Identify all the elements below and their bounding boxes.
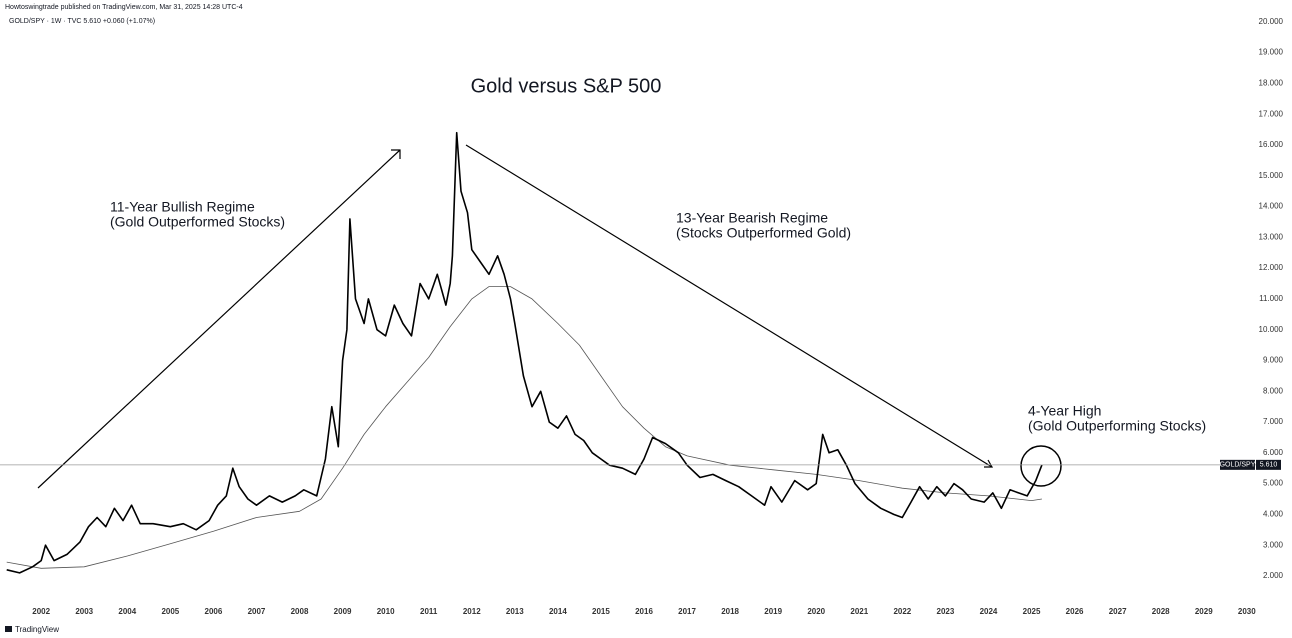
logo bbox=[5, 626, 12, 632]
x-tick-label: 2028 bbox=[1152, 607, 1170, 616]
x-tick-label: 2019 bbox=[764, 607, 782, 616]
price-tag-label: GOLD/SPY bbox=[1220, 462, 1256, 469]
x-tick-label: 2020 bbox=[807, 607, 825, 616]
annotation: (Stocks Outperformed Gold) bbox=[676, 225, 851, 241]
annotation: (Gold Outperformed Stocks) bbox=[110, 214, 285, 230]
annotation: 11-Year Bullish Regime bbox=[110, 199, 255, 215]
price-tag-label-bg bbox=[1220, 459, 1255, 470]
y-tick-label: 20.000 bbox=[1259, 17, 1284, 26]
y-tick-label: 4.000 bbox=[1263, 510, 1284, 519]
footer: TradingView bbox=[5, 625, 59, 634]
x-tick-label: 2010 bbox=[377, 607, 395, 616]
x-tick-label: 2015 bbox=[592, 607, 610, 616]
x-tick-label: 2021 bbox=[850, 607, 868, 616]
x-tick-label: 2025 bbox=[1023, 607, 1041, 616]
x-tick-label: 2004 bbox=[118, 607, 136, 616]
x-tick-label: 2006 bbox=[205, 607, 223, 616]
chart-title: Gold versus S&P 500 bbox=[471, 75, 662, 97]
x-tick-label: 2022 bbox=[893, 607, 911, 616]
y-tick-label: 7.000 bbox=[1263, 417, 1284, 426]
y-tick-label: 10.000 bbox=[1259, 325, 1284, 334]
x-tick-label: 2011 bbox=[420, 607, 438, 616]
y-tick-label: 11.000 bbox=[1259, 294, 1283, 303]
x-tick-label: 2023 bbox=[937, 607, 955, 616]
brand: TradingView bbox=[15, 625, 59, 634]
x-tick-label: 2002 bbox=[32, 607, 50, 616]
y-tick-label: 15.000 bbox=[1259, 171, 1284, 180]
annotation: 13-Year Bearish Regime bbox=[676, 210, 828, 226]
x-tick-label: 2009 bbox=[334, 607, 352, 616]
x-tick-label: 2030 bbox=[1238, 607, 1256, 616]
arrow bbox=[465, 144, 993, 468]
y-tick-label: 14.000 bbox=[1259, 202, 1284, 211]
circle bbox=[1020, 445, 1062, 487]
y-tick-label: 6.000 bbox=[1263, 448, 1284, 457]
x-tick-label: 2016 bbox=[635, 607, 653, 616]
price-tag-value-bg bbox=[1256, 459, 1281, 470]
x-tick-label: 2029 bbox=[1195, 607, 1213, 616]
x-tick-label: 2013 bbox=[506, 607, 524, 616]
x-tick-label: 2007 bbox=[248, 607, 266, 616]
y-tick-label: 17.000 bbox=[1259, 109, 1284, 118]
y-tick-label: 12.000 bbox=[1259, 263, 1284, 272]
y-tick-label: 5.000 bbox=[1263, 479, 1284, 488]
x-tick-label: 2017 bbox=[678, 607, 696, 616]
drawings bbox=[37, 144, 1062, 489]
annotation: (Gold Outperforming Stocks) bbox=[1028, 418, 1206, 434]
x-tick-label: 2027 bbox=[1109, 607, 1127, 616]
x-tick-label: 2008 bbox=[291, 607, 309, 616]
y-tick-label: 3.000 bbox=[1263, 540, 1284, 549]
annotation: 4-Year High bbox=[1028, 403, 1101, 419]
y-tick-label: 18.000 bbox=[1259, 79, 1284, 88]
x-tick-label: 2005 bbox=[161, 607, 179, 616]
symbol-line: GOLD/SPY · 1W · TVC 5.610 +0.060 (+1.07%… bbox=[9, 18, 155, 25]
price-tag-value: 5.610 bbox=[1260, 462, 1278, 469]
publisher: Howtoswingtrade published on TradingView… bbox=[5, 4, 243, 11]
arrow-head bbox=[391, 149, 401, 159]
y-tick-label: 2.000 bbox=[1263, 571, 1284, 580]
y-tick-label: 9.000 bbox=[1263, 356, 1284, 365]
series-line bbox=[6, 286, 1042, 569]
x-tick-label: 2026 bbox=[1066, 607, 1084, 616]
series-line bbox=[6, 131, 1043, 574]
y-tick-label: 8.000 bbox=[1263, 386, 1284, 395]
y-tick-label: 13.000 bbox=[1259, 232, 1284, 241]
x-tick-label: 2024 bbox=[980, 607, 998, 616]
x-tick-label: 2014 bbox=[549, 607, 567, 616]
x-tick-label: 2003 bbox=[75, 607, 93, 616]
x-tick-label: 2012 bbox=[463, 607, 481, 616]
arrow bbox=[37, 149, 401, 489]
y-tick-label: 19.000 bbox=[1259, 48, 1284, 57]
y-tick-label: 16.000 bbox=[1259, 140, 1284, 149]
x-tick-label: 2018 bbox=[721, 607, 739, 616]
arrow-head bbox=[984, 459, 994, 468]
